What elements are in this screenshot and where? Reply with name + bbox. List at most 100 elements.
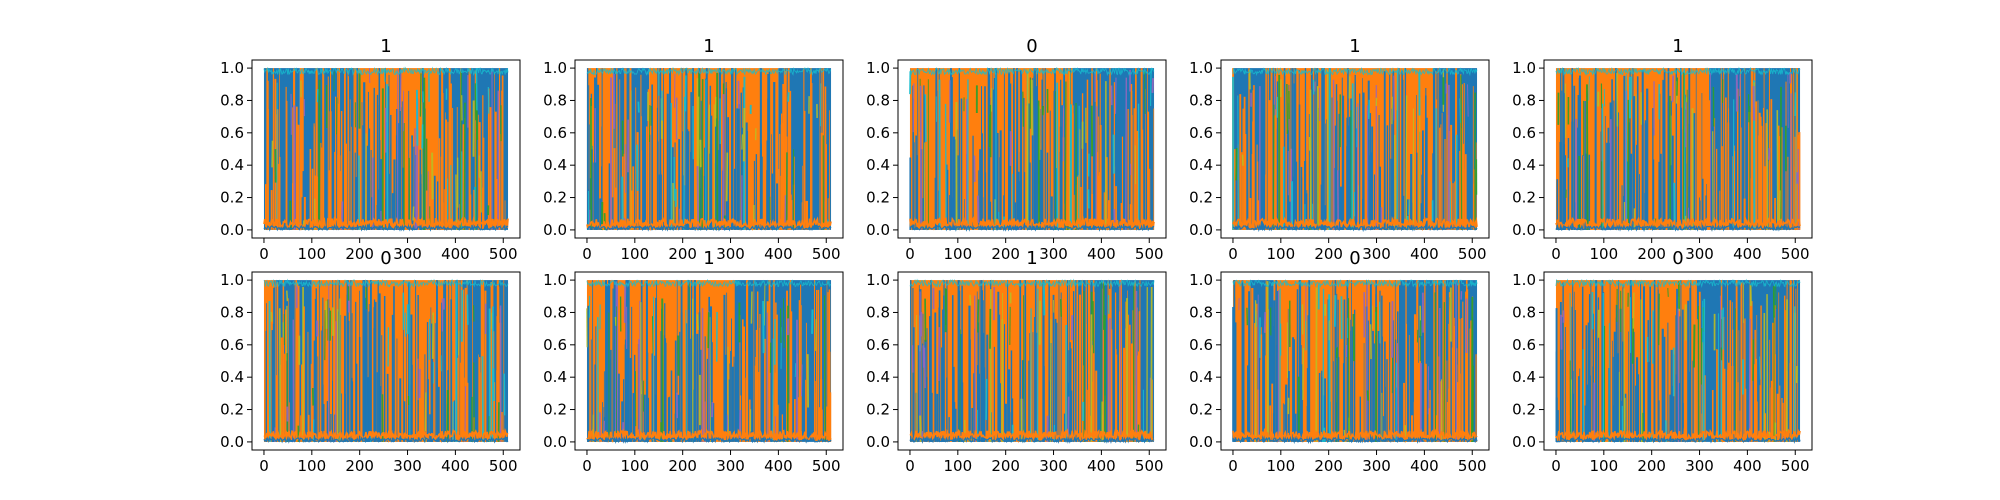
- accent-lines: [268, 282, 506, 443]
- subplot-title: 1: [1349, 36, 1360, 57]
- x-tick-label: 400: [1087, 457, 1116, 475]
- y-tick-label: 0.4: [543, 368, 567, 386]
- subplot-title: 1: [380, 36, 391, 57]
- x-tick-label: 300: [1039, 245, 1068, 263]
- x-tick-label: 0: [582, 245, 592, 263]
- accent-lines: [588, 71, 829, 230]
- y-tick-label: 0.2: [220, 189, 244, 207]
- y-tick-label: 0.8: [1512, 303, 1536, 321]
- x-tick-label: 100: [1267, 245, 1296, 263]
- x-tick-label: 300: [393, 457, 422, 475]
- x-tick-label: 400: [764, 245, 793, 263]
- x-tick-label: 300: [716, 245, 745, 263]
- y-tick-label: 0.8: [1189, 303, 1213, 321]
- plot-area: [586, 278, 832, 444]
- y-tick-label: 0.4: [1512, 368, 1536, 386]
- x-tick-label: 500: [812, 457, 841, 475]
- y-tick-label: 0.8: [1189, 91, 1213, 109]
- plot-area: [909, 66, 1155, 232]
- x-tick-label: 500: [1458, 457, 1487, 475]
- y-tick-label: 0.8: [220, 91, 244, 109]
- y-tick-label: 0.2: [543, 401, 567, 419]
- accent-lines: [586, 281, 826, 442]
- plot-area: [1555, 278, 1801, 444]
- axes-frame: [897, 271, 1167, 451]
- y-tick-label: 0.6: [1189, 336, 1213, 354]
- y-tick-label: 0.4: [1189, 156, 1213, 174]
- subplot-2: 0 100 200 300 400 500 0.0 0.2 0.4 0.6 0.8 1.0 1: [543, 36, 844, 263]
- accent-lines: [1238, 281, 1474, 442]
- subplot-10: 0 100 200 300 400 500 0.0 0.2 0.4 0.6 0.8 1.0 0: [1512, 248, 1813, 475]
- subplot-title: 1: [1026, 248, 1037, 269]
- y-tick-label: 0.0: [1189, 221, 1213, 239]
- y-tick-label: 0.8: [866, 303, 890, 321]
- x-tick-label: 0: [1551, 457, 1561, 475]
- x-tick-label: 400: [1733, 245, 1762, 263]
- series-band-orange: [311, 280, 456, 442]
- plot-area: [1232, 67, 1478, 233]
- x-tick-label: 300: [1362, 457, 1391, 475]
- plot-area: [909, 278, 1155, 444]
- subplot-4: 0 100 200 300 400 500 0.0 0.2 0.4 0.6 0.8 1.0 1: [1189, 36, 1490, 263]
- y-tick-label: 0.4: [1512, 156, 1536, 174]
- x-tick-label: 0: [1228, 457, 1238, 475]
- y-tick-label: 0.6: [1512, 124, 1536, 142]
- y-tick-label: 0.4: [220, 156, 244, 174]
- y-tick-label: 1.0: [543, 271, 567, 289]
- y-tick-label: 1.0: [1189, 59, 1213, 77]
- x-tick-label: 200: [991, 457, 1020, 475]
- x-tick-label: 0: [259, 245, 269, 263]
- y-tick-label: 0.2: [1512, 189, 1536, 207]
- y-tick-label: 0.6: [1512, 336, 1536, 354]
- x-tick-label: 0: [259, 457, 269, 475]
- axes-frame: [574, 59, 844, 239]
- axes-frame: [574, 271, 844, 451]
- subplot-title: 0: [1349, 248, 1360, 269]
- x-tick-label: 100: [621, 245, 650, 263]
- axes-frame: [251, 271, 521, 451]
- accent-lines: [909, 68, 1154, 231]
- x-tick-label: 100: [298, 245, 327, 263]
- plot-area: [263, 278, 509, 444]
- subplot-7: 0 100 200 300 400 500 0.0 0.2 0.4 0.6 0.8 1.0 1: [543, 248, 844, 475]
- subplot-5: 0 100 200 300 400 500 0.0 0.2 0.4 0.6 0.8 1.0 1: [1512, 36, 1813, 263]
- accent-lines: [1560, 281, 1798, 442]
- axes-frame: [251, 59, 521, 239]
- series-band-orange: [1232, 280, 1250, 442]
- y-tick-label: 0.2: [543, 189, 567, 207]
- x-tick-label: 500: [1781, 245, 1810, 263]
- x-tick-label: 400: [1087, 245, 1116, 263]
- x-tick-label: 400: [1733, 457, 1762, 475]
- x-tick-label: 100: [1590, 245, 1619, 263]
- axes-frame: [1220, 271, 1490, 451]
- x-tick-label: 400: [764, 457, 793, 475]
- x-tick-label: 300: [393, 245, 422, 263]
- y-tick-label: 0.8: [1512, 91, 1536, 109]
- axes-frame: [897, 59, 1167, 239]
- subplot-title: 1: [703, 248, 714, 269]
- y-tick-label: 1.0: [220, 59, 244, 77]
- x-tick-label: 100: [944, 245, 973, 263]
- x-tick-label: 400: [441, 457, 470, 475]
- x-tick-label: 300: [1685, 245, 1714, 263]
- x-tick-label: 300: [1362, 245, 1391, 263]
- x-tick-label: 300: [1039, 457, 1068, 475]
- y-tick-label: 1.0: [1512, 271, 1536, 289]
- x-tick-label: 500: [1135, 457, 1164, 475]
- x-tick-label: 100: [1590, 457, 1619, 475]
- baseline-noise: [1555, 66, 1801, 232]
- y-tick-label: 0.6: [220, 336, 244, 354]
- x-tick-label: 400: [441, 245, 470, 263]
- x-tick-label: 500: [1781, 457, 1810, 475]
- baseline-noise: [586, 66, 832, 232]
- y-tick-label: 0.0: [866, 433, 890, 451]
- y-tick-label: 0.2: [866, 189, 890, 207]
- y-tick-label: 0.4: [220, 368, 244, 386]
- subplot-6: 0 100 200 300 400 500 0.0 0.2 0.4 0.6 0.8 1.0 0: [220, 248, 521, 475]
- y-tick-label: 1.0: [866, 271, 890, 289]
- y-tick-label: 0.0: [1512, 433, 1536, 451]
- y-tick-label: 0.6: [866, 124, 890, 142]
- y-tick-label: 0.0: [1189, 433, 1213, 451]
- subplot-title: 1: [703, 36, 714, 57]
- accent-lines: [271, 68, 502, 230]
